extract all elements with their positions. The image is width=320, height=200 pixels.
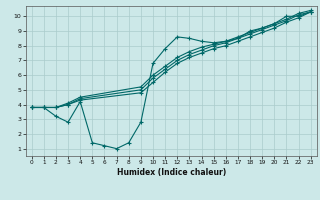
X-axis label: Humidex (Indice chaleur): Humidex (Indice chaleur)	[116, 168, 226, 177]
